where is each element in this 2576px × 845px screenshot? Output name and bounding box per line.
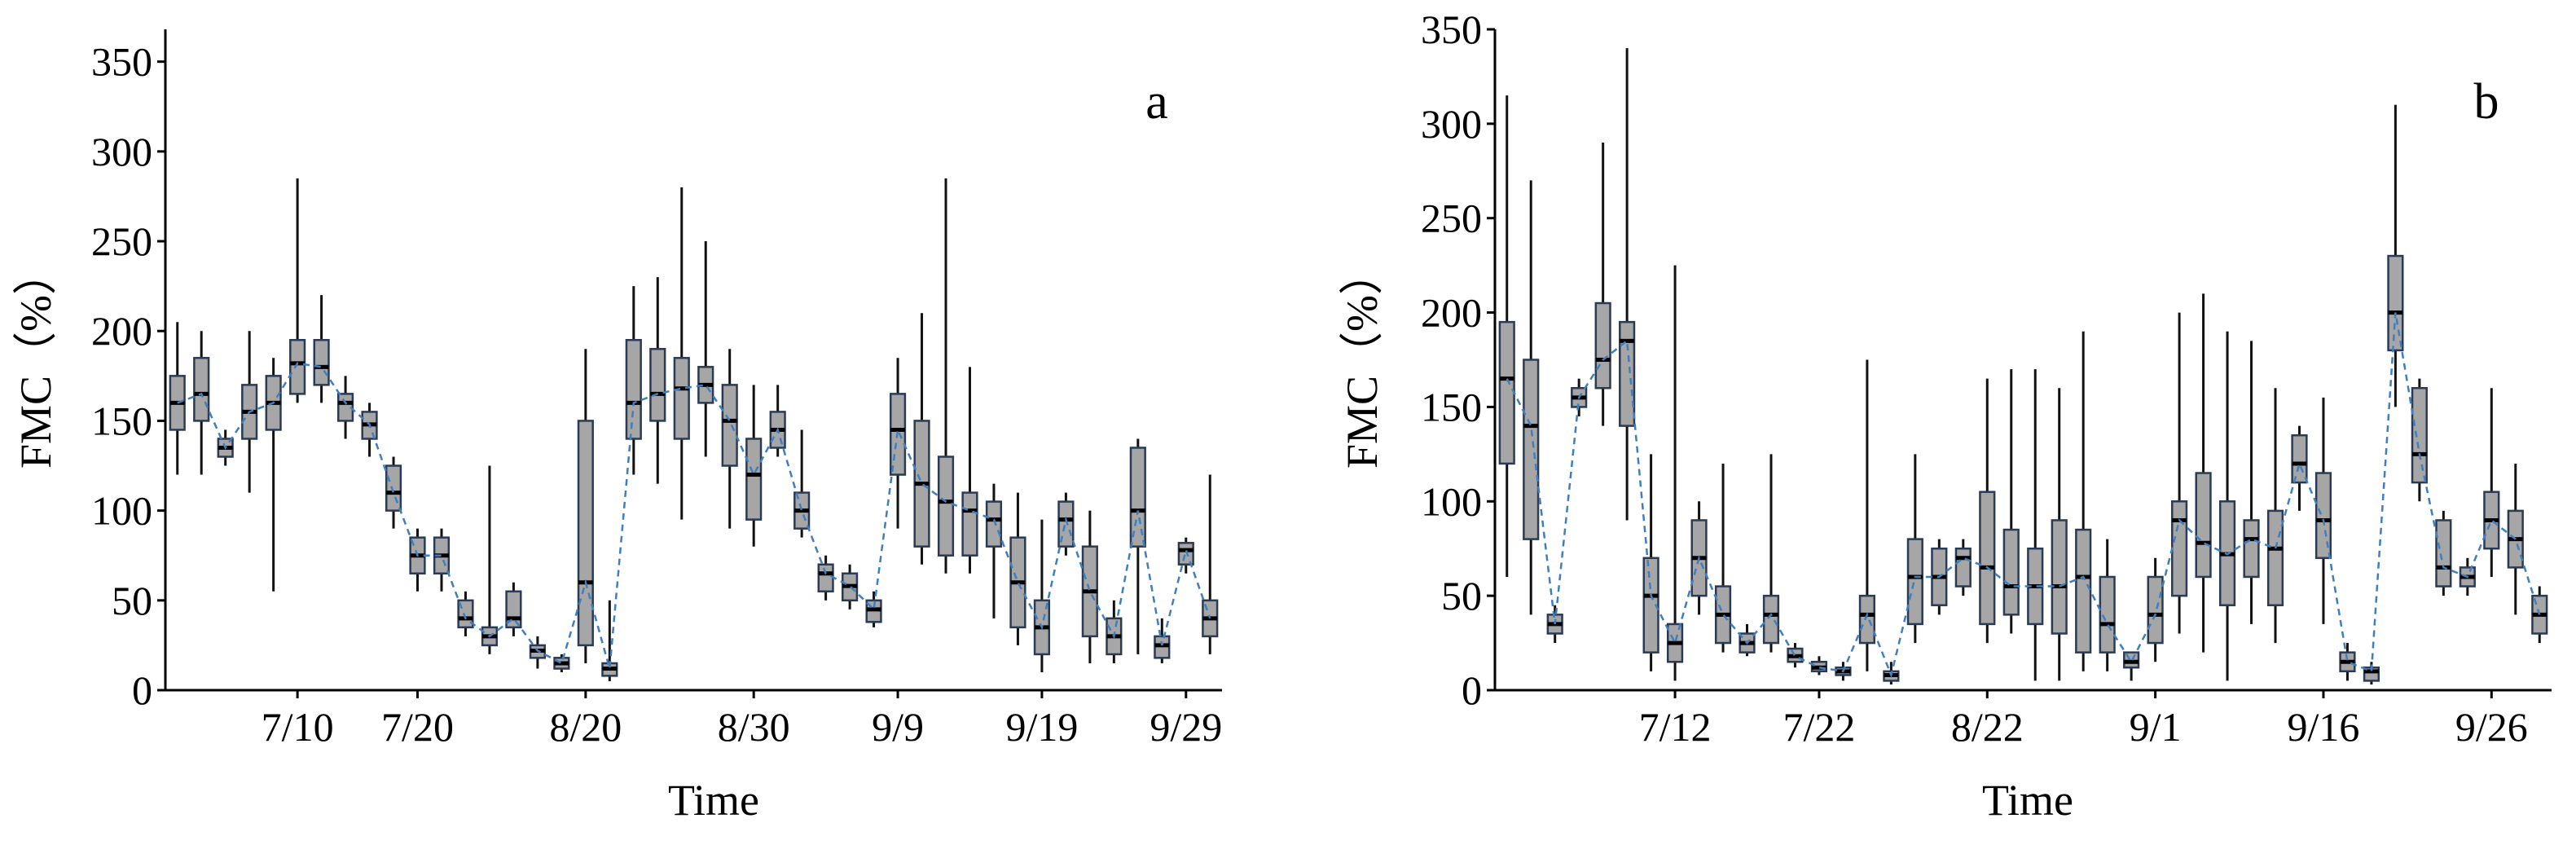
box bbox=[313, 339, 330, 386]
box bbox=[2002, 528, 2020, 616]
x-tick-label: 7/22 bbox=[1783, 704, 1855, 750]
x-axis-label: Time bbox=[668, 776, 759, 825]
y-tick-label: 150 bbox=[1421, 384, 1482, 429]
median-line bbox=[1506, 312, 2541, 679]
box bbox=[1619, 320, 1636, 427]
x-tick-label: 8/30 bbox=[718, 704, 790, 750]
box bbox=[1594, 301, 1611, 389]
x-tick-label: 9/16 bbox=[2288, 704, 2360, 750]
box bbox=[577, 420, 594, 647]
x-tick-label: 8/22 bbox=[1951, 704, 2024, 750]
y-tick-label: 250 bbox=[1421, 196, 1482, 241]
y-tick-label: 0 bbox=[1462, 667, 1482, 713]
box bbox=[336, 393, 354, 422]
box bbox=[193, 357, 210, 422]
y-tick-label: 200 bbox=[1421, 290, 1482, 336]
box bbox=[2147, 575, 2164, 645]
box bbox=[289, 339, 306, 395]
x-tick-label: 9/26 bbox=[2455, 704, 2528, 750]
box bbox=[385, 464, 402, 512]
box bbox=[2099, 575, 2116, 654]
box bbox=[649, 348, 666, 422]
y-tick-label: 150 bbox=[91, 398, 152, 443]
x-tick-label: 9/29 bbox=[1150, 704, 1222, 750]
box bbox=[2411, 387, 2428, 484]
y-axis-label: FMC（%） bbox=[1338, 251, 1387, 469]
median-line bbox=[177, 362, 1211, 669]
box bbox=[937, 456, 955, 557]
box bbox=[985, 500, 1003, 548]
box bbox=[1979, 491, 1996, 626]
x-tick-label: 8/20 bbox=[549, 704, 622, 750]
y-tick-label: 300 bbox=[91, 129, 152, 174]
y-axis-label: FMC（%） bbox=[11, 251, 60, 469]
y-tick-label: 50 bbox=[112, 578, 152, 623]
box bbox=[2243, 519, 2260, 579]
box bbox=[1954, 547, 1972, 588]
box bbox=[817, 563, 834, 593]
y-tick-label: 350 bbox=[1421, 7, 1482, 52]
y-tick-label: 50 bbox=[1441, 573, 1482, 618]
x-tick-label: 7/20 bbox=[381, 704, 454, 750]
box bbox=[2195, 472, 2212, 579]
box bbox=[2387, 254, 2404, 352]
box bbox=[2051, 519, 2068, 635]
box bbox=[1057, 500, 1075, 548]
x-tick-label: 7/10 bbox=[262, 704, 334, 750]
box bbox=[721, 384, 738, 467]
box bbox=[745, 438, 763, 521]
box bbox=[673, 357, 690, 440]
x-axis-label: Time bbox=[1982, 776, 2073, 825]
box bbox=[2291, 434, 2308, 484]
box bbox=[1642, 557, 1659, 654]
panel-label: a bbox=[1145, 74, 1168, 130]
box bbox=[1906, 538, 1923, 626]
y-tick-label: 100 bbox=[1421, 478, 1482, 524]
box bbox=[2314, 472, 2332, 560]
box bbox=[1523, 359, 1540, 540]
x-tick-label: 7/12 bbox=[1639, 704, 1712, 750]
box bbox=[961, 491, 978, 557]
y-tick-label: 300 bbox=[1421, 101, 1482, 147]
box bbox=[1762, 594, 1780, 645]
y-tick-label: 100 bbox=[91, 488, 152, 534]
y-tick-label: 200 bbox=[91, 308, 152, 354]
y-tick-label: 350 bbox=[91, 39, 152, 85]
box bbox=[1498, 320, 1515, 465]
y-tick-label: 250 bbox=[91, 218, 152, 264]
box bbox=[1858, 594, 1875, 645]
x-tick-label: 9/1 bbox=[2130, 704, 2182, 750]
panel-label: b bbox=[2474, 74, 2499, 130]
box bbox=[625, 339, 642, 440]
x-tick-label: 9/9 bbox=[872, 704, 924, 750]
box bbox=[2075, 528, 2092, 654]
box bbox=[2171, 500, 2188, 597]
box bbox=[2435, 519, 2452, 588]
box bbox=[2266, 509, 2284, 606]
box bbox=[1177, 542, 1194, 566]
x-tick-label: 9/19 bbox=[1005, 704, 1078, 750]
box bbox=[1129, 447, 1146, 548]
y-tick-label: 0 bbox=[132, 667, 152, 713]
